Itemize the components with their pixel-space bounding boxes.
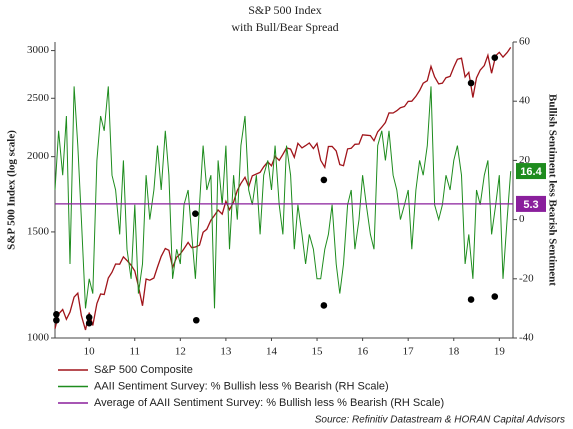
- marker-dot: [192, 210, 199, 217]
- y-tick-label: 2000: [27, 150, 50, 162]
- marker-dot: [467, 79, 475, 87]
- y-tick-label: 1500: [27, 225, 50, 237]
- marker-dot: [85, 319, 93, 327]
- series-line: [54, 47, 512, 331]
- value-box-label: 16.4: [520, 166, 542, 178]
- legend-label: Average of AAII Sentiment Survey: % Bull…: [94, 397, 444, 409]
- y2-tick-label: 20: [519, 154, 531, 166]
- marker-dot: [53, 311, 60, 318]
- legend-label: S&P 500 Composite: [94, 364, 193, 376]
- x-tick-label: 10: [84, 346, 96, 358]
- y2-tick-label: 60: [519, 36, 531, 48]
- value-box: [516, 195, 546, 212]
- chart-subtitle: with Bull/Bear Spread: [231, 20, 338, 34]
- legend-label: AAII Sentiment Survey: % Bullish less % …: [94, 380, 389, 392]
- value-box-label: 5.3: [523, 199, 538, 211]
- marker-dot: [320, 176, 328, 184]
- series-line: [54, 86, 512, 309]
- x-tick-label: 13: [220, 346, 232, 358]
- y2-tick-label: -20: [519, 272, 534, 284]
- x-tick-label: 19: [494, 346, 506, 358]
- x-tick-label: 18: [448, 346, 460, 358]
- source-note: Source: Refinitiv Datastream & HORAN Cap…: [315, 415, 565, 426]
- marker-dot: [491, 54, 499, 61]
- x-tick-label: 11: [129, 346, 140, 358]
- x-tick-label: 15: [312, 346, 324, 358]
- y-tick-label: 3000: [27, 44, 50, 56]
- y2-axis-title: Bullish Sentiment less Bearish Sentiment: [546, 94, 558, 286]
- value-box: [516, 163, 546, 180]
- y2-tick-label: 0: [519, 213, 525, 225]
- x-tick-label: 17: [403, 346, 415, 358]
- marker-dot: [53, 316, 60, 324]
- y-tick-label: 2500: [27, 92, 50, 104]
- chart-title: S&P 500 Index: [248, 3, 322, 17]
- marker-dot: [192, 316, 200, 324]
- y2-tick-label: -40: [519, 332, 534, 344]
- marker-dot: [467, 296, 475, 303]
- x-tick-label: 14: [266, 346, 278, 358]
- x-tick-label: 12: [175, 346, 186, 358]
- x-tick-label: 16: [357, 346, 369, 358]
- y-tick-label: 1000: [27, 332, 50, 344]
- marker-dot: [320, 302, 328, 309]
- y-axis-title: S&P 500 Index (log scale): [6, 130, 18, 250]
- y2-tick-label: 40: [519, 95, 531, 107]
- marker-dot: [491, 293, 499, 300]
- marker-dot: [85, 313, 93, 321]
